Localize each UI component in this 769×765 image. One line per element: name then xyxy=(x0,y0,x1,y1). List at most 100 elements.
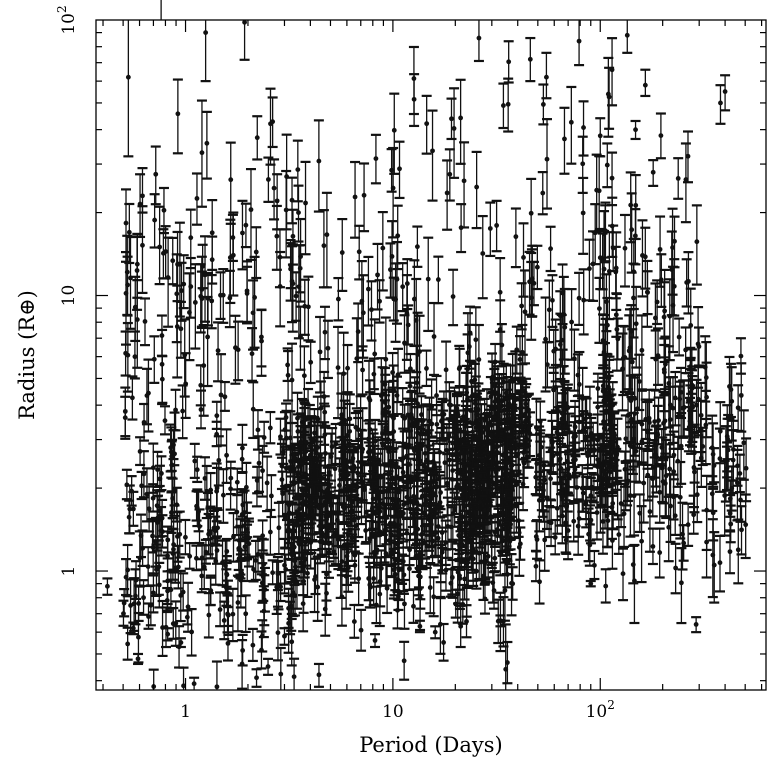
point-marker xyxy=(253,557,259,563)
point-marker xyxy=(420,418,426,423)
point-marker xyxy=(216,457,222,463)
point-marker xyxy=(407,566,412,572)
data-point xyxy=(252,409,263,451)
point-marker xyxy=(244,556,250,562)
point-marker xyxy=(203,549,209,555)
point-marker xyxy=(389,463,395,469)
data-point xyxy=(159,405,170,436)
point-marker xyxy=(317,523,323,529)
point-marker xyxy=(358,627,364,633)
point-marker xyxy=(408,412,414,417)
point-marker xyxy=(305,570,310,576)
point-marker xyxy=(198,382,204,388)
point-marker xyxy=(352,552,358,558)
point-marker xyxy=(434,393,439,398)
point-marker xyxy=(275,630,281,636)
data-point xyxy=(600,568,611,604)
point-marker xyxy=(260,533,266,539)
point-marker xyxy=(124,482,130,488)
point-marker xyxy=(338,472,344,478)
point-marker xyxy=(145,564,151,569)
point-marker xyxy=(499,535,505,541)
point-marker xyxy=(173,620,179,626)
point-marker xyxy=(294,580,300,586)
point-marker xyxy=(287,435,293,441)
point-marker xyxy=(554,505,560,511)
point-marker xyxy=(208,588,214,593)
point-marker xyxy=(214,413,220,419)
point-marker xyxy=(165,553,170,559)
point-marker xyxy=(150,465,156,471)
data-point xyxy=(257,444,268,498)
data-point xyxy=(186,607,197,657)
point-marker xyxy=(231,534,236,540)
point-marker xyxy=(308,443,314,449)
point-marker xyxy=(187,553,193,559)
point-marker xyxy=(351,466,357,472)
point-marker xyxy=(251,566,256,572)
point-marker xyxy=(457,517,462,523)
point-marker xyxy=(550,453,556,459)
point-marker xyxy=(261,561,267,567)
data-point xyxy=(212,508,223,547)
point-marker xyxy=(386,470,392,476)
point-marker xyxy=(198,407,204,412)
point-marker xyxy=(136,600,142,606)
point-marker xyxy=(301,373,307,379)
data-point xyxy=(265,410,276,445)
point-marker xyxy=(446,432,452,438)
point-marker xyxy=(291,674,297,680)
point-marker xyxy=(274,584,280,590)
data-point xyxy=(356,608,367,652)
point-marker xyxy=(298,439,304,445)
point-marker xyxy=(224,572,230,578)
point-marker xyxy=(422,450,428,456)
point-marker xyxy=(141,595,146,601)
point-marker xyxy=(162,418,168,424)
data-point xyxy=(247,627,258,663)
data-point xyxy=(237,639,248,690)
point-marker xyxy=(355,445,361,450)
point-marker xyxy=(202,475,208,481)
data-point xyxy=(289,657,300,690)
point-marker xyxy=(448,580,454,586)
data-point xyxy=(234,539,245,578)
point-marker xyxy=(370,496,376,502)
data-point xyxy=(499,561,510,622)
data-point xyxy=(250,539,261,581)
point-marker xyxy=(282,516,288,522)
point-marker xyxy=(224,452,229,458)
point-marker xyxy=(448,524,454,530)
point-marker xyxy=(194,505,200,511)
point-marker xyxy=(502,588,508,593)
point-marker xyxy=(422,540,428,545)
point-marker xyxy=(443,367,449,373)
point-marker xyxy=(221,618,227,623)
data-point xyxy=(237,423,248,474)
point-marker xyxy=(324,517,330,522)
data-point xyxy=(262,455,273,513)
point-marker xyxy=(234,479,240,485)
point-marker xyxy=(303,439,309,445)
data-point xyxy=(175,569,186,623)
data-point xyxy=(217,539,228,587)
point-marker xyxy=(396,567,402,573)
point-marker xyxy=(407,547,412,553)
point-marker xyxy=(155,520,160,525)
data-point xyxy=(211,660,222,690)
point-marker xyxy=(205,513,211,519)
point-marker xyxy=(165,588,170,594)
point-marker xyxy=(349,535,355,541)
point-marker xyxy=(289,639,295,645)
point-marker xyxy=(126,514,132,520)
point-marker xyxy=(290,479,296,485)
point-marker xyxy=(206,612,212,618)
point-marker xyxy=(302,417,308,423)
data-point xyxy=(405,369,416,402)
point-marker xyxy=(276,525,282,531)
point-marker xyxy=(391,520,397,526)
point-marker xyxy=(404,494,410,500)
data-point xyxy=(154,464,165,493)
point-marker xyxy=(189,629,195,635)
